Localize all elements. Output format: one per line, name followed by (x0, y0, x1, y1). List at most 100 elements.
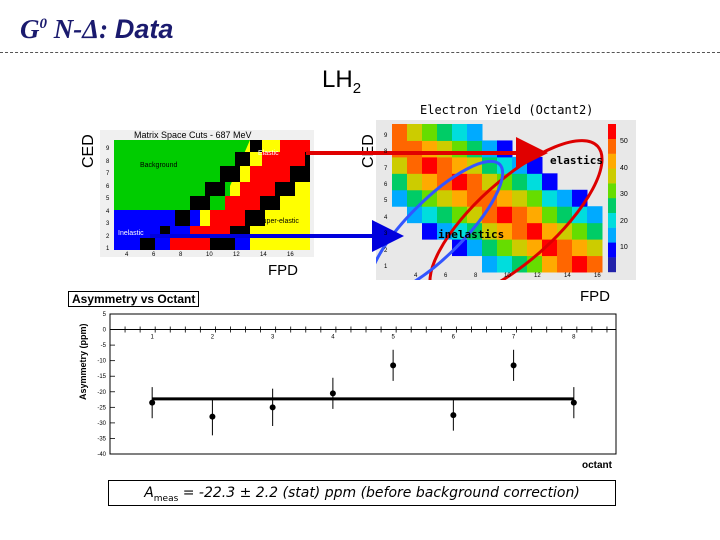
heatmap-cell (512, 255, 528, 273)
heatmap-cell (542, 189, 558, 207)
matrix-y-tick: 5 (106, 196, 110, 202)
yield-plot (376, 120, 636, 280)
matrix-y-tick: 3 (106, 221, 110, 227)
y-tick-label: -35 (97, 436, 106, 442)
target-main: LH (322, 66, 353, 93)
heatmap-cell (572, 255, 588, 273)
color-scale-step (608, 124, 616, 139)
yield-y-tick: 9 (384, 132, 388, 139)
target-label: LH2 (322, 66, 361, 97)
yield-scale-tick: 40 (620, 164, 628, 172)
heatmap-cell (452, 206, 468, 224)
y-tick-label: -30 (97, 421, 106, 427)
yield-scale-tick: 30 (620, 191, 628, 198)
matrix-y-tick: 6 (106, 183, 110, 190)
heatmap-cell (512, 206, 528, 224)
y-tick-label: -20 (97, 390, 106, 396)
matrix-y-tick: 4 (106, 208, 110, 215)
yield-plot-title: Electron Yield (Octant2) (420, 103, 594, 117)
data-point (149, 399, 156, 406)
heatmap-cell (557, 222, 573, 240)
x-tick-label: 5 (391, 335, 395, 341)
heatmap-cell (542, 239, 558, 257)
formula-rest: = -22.3 ± 2.2 (stat) ppm (before backgro… (178, 485, 580, 501)
data-point (209, 413, 216, 420)
chart-xlabel: octant (582, 460, 612, 471)
title-g: G (20, 14, 40, 44)
region-label-background: Background (140, 162, 178, 169)
y-tick-label: -40 (97, 452, 106, 458)
color-scale-step (608, 168, 616, 184)
data-point (390, 362, 397, 369)
data-point (329, 390, 336, 397)
heatmap-cell (392, 156, 408, 174)
heatmap-cell (587, 206, 603, 224)
heatmap-cell (512, 173, 528, 191)
heatmap-cell (452, 124, 468, 141)
heatmap-cell (407, 206, 423, 224)
heatmap-cell (437, 124, 453, 141)
data-point (570, 399, 577, 406)
inelastics-ellipse (376, 159, 505, 280)
heatmap-cell (542, 173, 558, 191)
heatmap-cell (572, 239, 588, 257)
heatmap-cell (512, 189, 528, 207)
yield-y-tick: 8 (384, 149, 388, 156)
heatmap-cell (587, 255, 603, 273)
yield-x-tick: 16 (594, 273, 601, 279)
region-label-super-elastic: Super-elastic (258, 218, 299, 225)
heatmap-cell (467, 222, 483, 240)
yield-y-tick: 2 (384, 247, 388, 254)
matrix-x-tick: 4 (125, 252, 129, 258)
heatmap-cell (467, 206, 483, 224)
region-label-elastic: Elastic (258, 150, 279, 157)
color-scale-step (608, 257, 616, 273)
matrix-y-tick: 8 (106, 158, 110, 165)
matrix-x-tick: 12 (233, 252, 240, 258)
yield-x-tick: 12 (534, 273, 541, 279)
heatmap-cell (587, 222, 603, 240)
heatmap-cell (557, 189, 573, 207)
heatmap-cell (497, 255, 513, 273)
heatmap-cell (527, 206, 543, 224)
heatmap-cell (392, 189, 408, 207)
heatmap-cell (482, 222, 498, 240)
heatmap-cell (572, 222, 588, 240)
yield-y-tick: 3 (384, 231, 388, 238)
yield-y-tick: 7 (384, 165, 388, 172)
color-scale-step (608, 183, 616, 199)
yield-x-tick: 4 (414, 273, 418, 279)
heatmap-cell (422, 173, 438, 191)
y-tick-label: -15 (97, 374, 106, 380)
heatmap-cell (572, 206, 588, 224)
asymmetry-result: Ameas = -22.3 ± 2.2 (stat) ppm (before b… (108, 480, 616, 506)
y-tick-label: 0 (103, 328, 107, 334)
y-tick-label: -25 (97, 405, 106, 411)
heatmap-cell (497, 189, 513, 207)
matrix-y-tick: 2 (106, 233, 110, 240)
matrix-x-tick: 14 (260, 252, 267, 258)
heatmap-cell (422, 156, 438, 174)
heatmap-cell (482, 239, 498, 257)
chart-title: Asymmetry vs Octant (68, 291, 200, 307)
fpd-label-right: FPD (580, 288, 610, 305)
yield-x-tick: 8 (474, 273, 478, 279)
heatmap-cell (437, 156, 453, 174)
heatmap-cell (482, 255, 498, 273)
chart-ylabel: Asymmetry (ppm) (78, 323, 88, 400)
yield-x-tick: 14 (564, 273, 571, 279)
matrix-plot (114, 140, 310, 250)
heatmap-cell (542, 222, 558, 240)
color-scale-step (608, 153, 616, 169)
heatmap-cell (512, 239, 528, 257)
yield-scale-tick: 10 (620, 244, 628, 251)
heatmap-cell (422, 206, 438, 224)
color-scale-step (608, 138, 616, 154)
heatmap-cell (527, 189, 543, 207)
yield-heatmap (392, 124, 603, 273)
title-n-delta: N-Δ: (47, 14, 115, 44)
heatmap-cell (422, 124, 438, 141)
yield-x-tick: 10 (504, 273, 511, 279)
title-g-sup: 0 (39, 16, 48, 32)
